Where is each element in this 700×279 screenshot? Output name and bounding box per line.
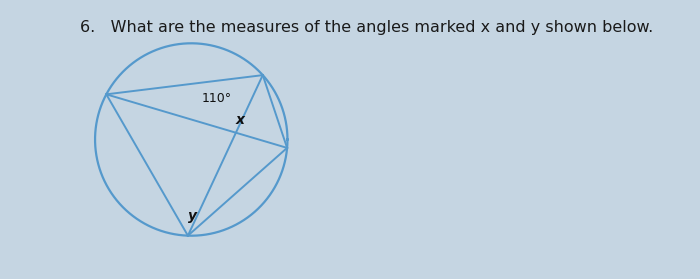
- Text: 6.   What are the measures of the angles marked x and y shown below.: 6. What are the measures of the angles m…: [80, 20, 654, 35]
- Text: 110°: 110°: [202, 92, 232, 105]
- Text: x: x: [235, 113, 244, 127]
- Text: y: y: [188, 210, 197, 223]
